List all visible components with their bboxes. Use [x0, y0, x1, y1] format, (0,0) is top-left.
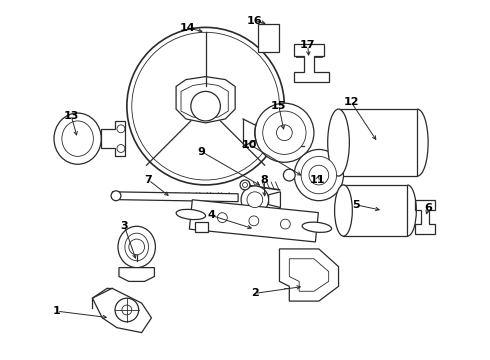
Ellipse shape	[54, 113, 101, 164]
Polygon shape	[189, 200, 318, 242]
Circle shape	[115, 298, 139, 322]
Text: 13: 13	[64, 111, 79, 121]
Text: 7: 7	[145, 175, 152, 185]
Circle shape	[240, 180, 250, 190]
Ellipse shape	[335, 185, 352, 236]
Text: 3: 3	[121, 221, 128, 231]
Text: 6: 6	[424, 203, 432, 213]
Bar	[258, 24, 279, 52]
Text: 5: 5	[352, 200, 360, 210]
Polygon shape	[93, 288, 151, 333]
Text: 4: 4	[207, 211, 215, 220]
Circle shape	[243, 183, 247, 188]
Text: 2: 2	[251, 288, 259, 298]
Ellipse shape	[302, 222, 332, 232]
Bar	[339, 109, 417, 176]
Ellipse shape	[125, 233, 148, 261]
Polygon shape	[294, 44, 329, 82]
Circle shape	[255, 103, 314, 162]
Circle shape	[218, 213, 227, 222]
Ellipse shape	[328, 109, 349, 176]
Text: 16: 16	[247, 15, 263, 26]
Bar	[343, 185, 408, 236]
Circle shape	[122, 305, 132, 315]
Circle shape	[249, 216, 259, 226]
Ellipse shape	[118, 226, 155, 267]
Text: 9: 9	[197, 147, 205, 157]
Ellipse shape	[62, 121, 94, 156]
Circle shape	[280, 219, 290, 229]
Circle shape	[263, 111, 306, 154]
Polygon shape	[279, 249, 339, 301]
Ellipse shape	[294, 149, 343, 201]
Polygon shape	[195, 222, 208, 231]
Text: 15: 15	[271, 100, 287, 111]
Circle shape	[117, 145, 125, 152]
Polygon shape	[112, 192, 238, 202]
Text: 10: 10	[242, 140, 258, 149]
Circle shape	[276, 125, 292, 141]
Polygon shape	[269, 192, 280, 208]
Text: 1: 1	[53, 306, 61, 316]
Text: 8: 8	[260, 175, 268, 185]
Text: 14: 14	[179, 23, 195, 33]
Circle shape	[283, 169, 295, 181]
Circle shape	[129, 239, 145, 255]
Polygon shape	[176, 77, 235, 123]
Text: 17: 17	[300, 40, 316, 50]
Circle shape	[241, 186, 269, 213]
Ellipse shape	[176, 209, 205, 220]
Circle shape	[191, 91, 220, 121]
Circle shape	[247, 192, 263, 208]
Text: 12: 12	[343, 97, 359, 107]
Ellipse shape	[301, 156, 337, 194]
Circle shape	[117, 125, 125, 133]
Ellipse shape	[111, 191, 121, 201]
Polygon shape	[289, 259, 329, 291]
Polygon shape	[101, 121, 125, 156]
Text: 11: 11	[310, 175, 325, 185]
Polygon shape	[416, 200, 435, 234]
Circle shape	[309, 165, 329, 185]
Polygon shape	[119, 267, 154, 282]
